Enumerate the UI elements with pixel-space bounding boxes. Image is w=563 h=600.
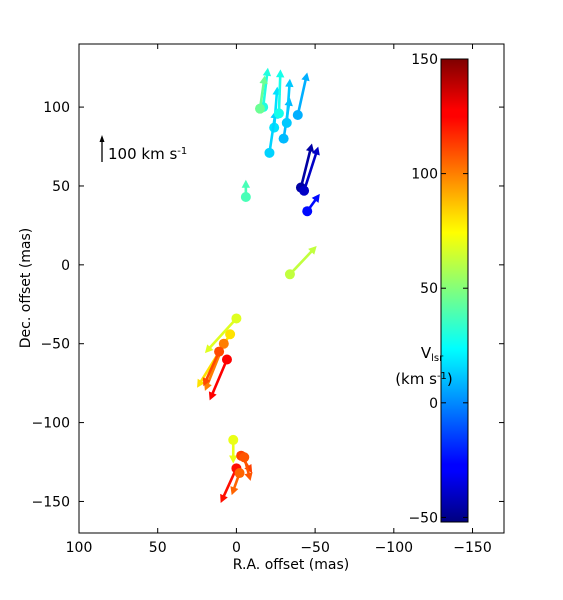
scale-arrow-head (99, 135, 105, 142)
velocity-arrow-head (311, 193, 320, 203)
velocity-arrow-head (285, 78, 294, 88)
maser-spot-dot (273, 108, 284, 119)
velocity-arrow-shaft (288, 250, 313, 276)
x-tick-label: −100 (375, 540, 413, 556)
maser-spot (204, 313, 242, 354)
velocity-arrow-shaft (209, 317, 238, 349)
y-tick-label: −150 (32, 494, 70, 510)
scale-arrow-annotation: 100 km s-1 (99, 135, 187, 163)
velocity-arrow-head (202, 377, 211, 387)
x-axis-ticks: 100 50 0 −50 −100 −150 (66, 44, 492, 556)
x-tick-label: 50 (149, 540, 167, 556)
velocity-arrow-head (241, 179, 251, 188)
maser-spot (299, 146, 320, 196)
velocity-arrow-shaft (211, 358, 229, 395)
colorbar-gradient (440, 58, 469, 523)
x-tick-label: −50 (300, 540, 330, 556)
maser-spot (208, 354, 232, 401)
velocity-arrow-head (229, 455, 238, 464)
maser-spot-dot (299, 185, 310, 196)
velocity-arrow-head (262, 67, 272, 77)
velocity-arrow-head (230, 486, 239, 496)
y-tick-label: 100 (43, 100, 70, 116)
velocity-arrow-head (197, 378, 205, 388)
maser-spot-dot (281, 117, 292, 128)
colorbar: 150 100 50 0 −50 Vlsr (km s-1) (395, 52, 469, 526)
colorbar-ticks: 150 100 50 0 −50 (408, 52, 468, 526)
maser-spot (230, 468, 245, 496)
y-tick-label: 50 (52, 179, 70, 195)
velocity-arrow-shaft (299, 149, 312, 189)
maser-spot (284, 245, 317, 280)
maser-spot-dot (278, 133, 289, 144)
velocity-arrow-head (308, 245, 317, 255)
maser-spot (273, 69, 285, 119)
velocity-arrow-head (275, 69, 285, 78)
y-tick-label: 0 (61, 258, 70, 274)
colorbar-tick-label: 100 (411, 167, 438, 183)
colorbar-tick-label: −50 (408, 510, 438, 526)
maser-spot-dot (228, 434, 239, 445)
maser-spot-dot (231, 313, 242, 324)
velocity-arrow-shaft (222, 467, 238, 497)
colorbar-tick-label: 0 (429, 396, 438, 412)
colorbar-tick-label: 50 (420, 281, 438, 297)
x-tick-label: 0 (232, 540, 241, 556)
maser-spot-dot (255, 103, 266, 114)
y-tick-label: −50 (40, 337, 70, 353)
maser-spot (302, 193, 320, 217)
colorbar-label-line1: Vlsr (421, 344, 444, 364)
velocity-arrow-shaft (268, 116, 276, 155)
y-axis-ticks: 100 50 0 −50 −100 −150 (32, 100, 504, 510)
scale-arrow-label: 100 km s-1 (108, 145, 187, 163)
maser-spot-dot (239, 452, 250, 463)
maser-spot-dot (284, 269, 295, 280)
y-tick-label: −100 (32, 416, 70, 432)
maser-spot (240, 179, 251, 203)
velocity-arrow-head (259, 75, 268, 85)
x-tick-label: −150 (453, 540, 491, 556)
velocity-arrow-shaft (296, 78, 307, 117)
maser-spot (292, 72, 310, 120)
colorbar-tick-label: 150 (411, 52, 438, 68)
maser-spot-dot (302, 206, 313, 217)
plot-area: 100 50 0 −50 −100 −150 100 50 0 −50 −100 −150 100 … (18, 43, 505, 573)
velocity-arrow-shaft (302, 152, 318, 192)
velocity-arrow-head (301, 72, 310, 82)
maser-spot (202, 346, 225, 387)
velocity-arrow-head (305, 143, 315, 153)
maser-spot-dot (218, 338, 229, 349)
velocity-arrow-head (204, 344, 214, 354)
maser-spot-dot (234, 468, 245, 479)
plot-frame (78, 43, 505, 534)
velocity-arrow-head (244, 472, 253, 481)
maser-spot-dot (292, 109, 303, 120)
maser-spot (255, 75, 268, 114)
velocity-arrow-shaft (205, 350, 221, 381)
velocity-arrow-head (220, 493, 228, 503)
maser-spot (228, 434, 239, 464)
x-axis-label: R.A. offset (mas) (233, 557, 349, 573)
x-tick-label: 100 (66, 540, 93, 556)
maser-spot-dot (221, 354, 232, 365)
velocity-arrow-head (311, 146, 320, 156)
maser-spot-dot (240, 192, 251, 203)
maser-spot-dot (225, 329, 236, 340)
velocity-vectors (197, 67, 320, 503)
y-axis-label: Dec. offset (mas) (18, 228, 34, 348)
velocity-arrow-shaft (285, 85, 291, 125)
colorbar-label-line2: (km s-1) (395, 370, 453, 388)
maser-spot (281, 78, 294, 128)
maser-spot (239, 452, 253, 481)
velocity-arrow-shaft (277, 76, 282, 115)
velocity-arrow-head (208, 391, 217, 401)
maser-spot-dot (214, 346, 225, 357)
maser-spot-dot (264, 147, 275, 158)
